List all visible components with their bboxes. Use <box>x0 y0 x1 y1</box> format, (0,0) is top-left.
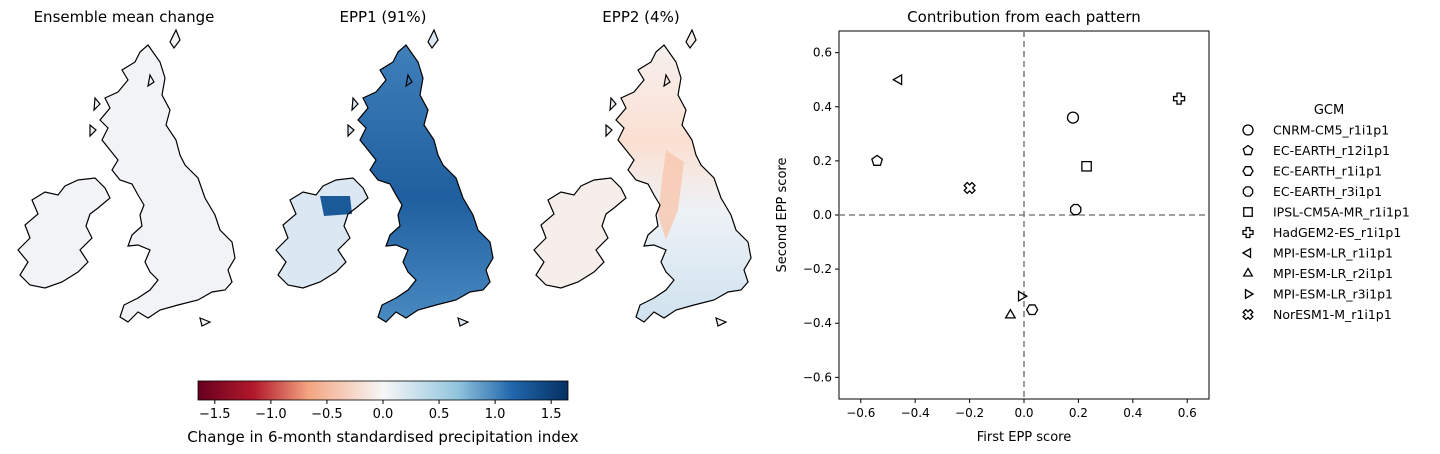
point-hadgem2-es-r1i1p1 <box>1172 92 1186 105</box>
legend-title: GCM <box>1314 103 1344 118</box>
x-axis: −0.6 −0.4 −0.2 0.0 0.2 0.4 0.6 <box>846 399 1197 420</box>
point-ec-earth-r12i1p1 <box>871 154 884 166</box>
reference-lines <box>839 31 1209 399</box>
point-ec-earth-r3i1p1 <box>1069 203 1082 216</box>
legend-marker <box>1244 288 1255 300</box>
point-mpi-esm-lr-r3i1p1 <box>1017 290 1029 303</box>
legend-marker <box>1242 226 1254 239</box>
legend-label: IPSL-CM5A-MR_r1i1p1 <box>1273 205 1410 220</box>
x-tick-label: 0.4 <box>1123 406 1142 420</box>
map-epp2 <box>533 29 752 327</box>
y-tick-label: −0.6 <box>803 370 832 384</box>
y-tick-label: 0.0 <box>813 208 832 222</box>
point-ipsl-cm5a-mr-r1i1p1 <box>1081 160 1092 172</box>
legend-marker <box>1242 144 1254 156</box>
legend-marker <box>1243 207 1253 217</box>
y-tick-label: 0.4 <box>813 100 832 114</box>
legend-marker <box>1242 124 1254 136</box>
point-noresm1-m-r1i1p1 <box>963 181 976 195</box>
x-axis-label: First EPP score <box>977 430 1071 445</box>
map-ensemble-mean <box>17 29 236 327</box>
colorbar-tick-label: 1.0 <box>485 407 506 422</box>
point-cnrm-cm5-r1i1p1 <box>1066 111 1080 124</box>
colorbar-tick-label: −1.0 <box>255 407 287 422</box>
x-tick-label: −0.2 <box>955 406 984 420</box>
map-epp1 <box>275 29 494 327</box>
colorbar-label: Change in 6-month standardised precipita… <box>187 428 579 446</box>
legend-marker <box>1242 308 1254 321</box>
x-tick-label: 0.6 <box>1178 406 1197 420</box>
scatter-points <box>871 73 1186 319</box>
legend-label: MPI-ESM-LR_r3i1p1 <box>1273 287 1393 302</box>
y-tick-label: −0.4 <box>803 316 832 330</box>
legend-label: EC-EARTH_r3i1p1 <box>1273 184 1382 199</box>
legend-label: EC-EARTH_r12i1p1 <box>1273 143 1390 158</box>
legend-label: MPI-ESM-LR_r2i1p1 <box>1273 266 1393 281</box>
map-title-epp1: EPP1 (91%) <box>339 8 427 26</box>
y-axis: −0.6 −0.4 −0.2 0.0 0.2 0.4 0.6 <box>803 46 839 384</box>
point-mpi-esm-lr-r2i1p1 <box>1004 308 1017 319</box>
y-tick-label: 0.6 <box>813 46 832 60</box>
legend-label: NorESM1-M_r1i1p1 <box>1273 307 1392 322</box>
colorbar-tick-label: 0.5 <box>429 407 450 422</box>
x-tick-label: −0.6 <box>846 406 875 420</box>
y-tick-label: −0.2 <box>803 262 832 276</box>
y-tick-label: 0.2 <box>813 154 832 168</box>
legend-marker <box>1242 267 1254 277</box>
colorbar-tick-label: −0.5 <box>311 407 343 422</box>
colorbar: −1.5 −1.0 −0.5 0.0 0.5 1.0 1.5 <box>197 380 569 422</box>
legend-marker <box>1242 166 1254 176</box>
x-tick-label: 0.0 <box>1014 406 1033 420</box>
colorbar-tick-label: 1.5 <box>541 407 562 422</box>
legend-marker <box>1241 247 1252 259</box>
legend-label: CNRM-CM5_r1i1p1 <box>1273 123 1389 138</box>
chart-title: Contribution from each pattern <box>907 8 1141 26</box>
legend-marker <box>1242 186 1254 197</box>
scatter-chart: Contribution from each pattern −0.6 −0.4−… <box>775 8 1210 445</box>
x-tick-label: 0.2 <box>1069 406 1088 420</box>
colorbar-tick-label: 0.0 <box>373 407 394 422</box>
colorbar-tick-label: −1.5 <box>199 407 231 422</box>
y-axis-label: Second EPP score <box>775 158 790 273</box>
point-ec-earth-r1i1p1 <box>1025 304 1039 316</box>
legend-label: EC-EARTH_r1i1p1 <box>1273 164 1382 179</box>
map-title-epp2: EPP2 (4%) <box>602 8 680 26</box>
legend-label: HadGEM2-ES_r1i1p1 <box>1273 225 1401 240</box>
legend-label: MPI-ESM-LR_r1i1p1 <box>1273 246 1393 261</box>
map-title-ensemble: Ensemble mean change <box>33 8 215 26</box>
point-mpi-esm-lr-r1i1p1 <box>892 73 903 86</box>
x-tick-label: −0.4 <box>901 406 930 420</box>
legend: GCM CNRM-CM5_r1i1p1 EC-EARTH_r12i1p1 EC-EA… <box>1241 103 1410 322</box>
